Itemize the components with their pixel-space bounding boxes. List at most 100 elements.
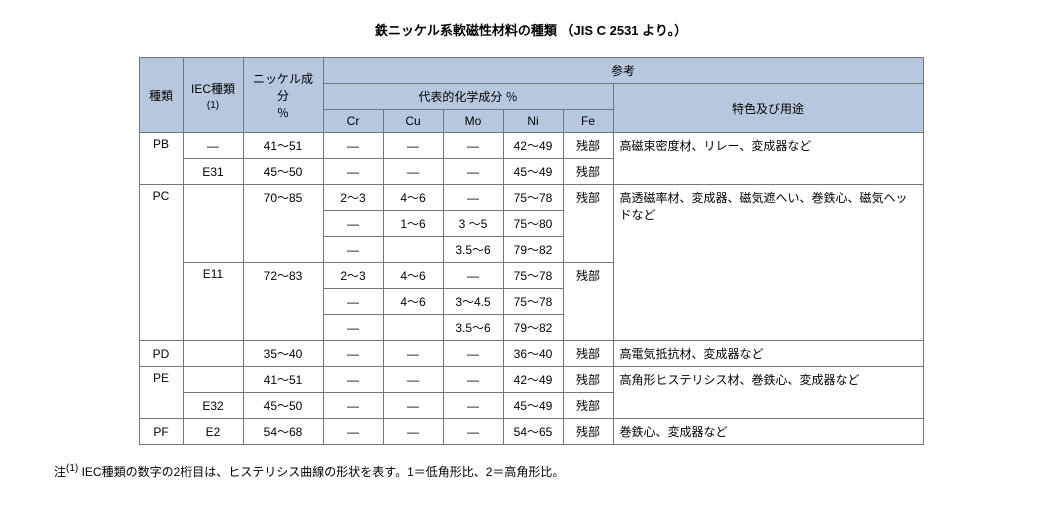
cell-mo: — bbox=[443, 341, 503, 367]
th-iec: IEC種類 (1) bbox=[183, 58, 243, 133]
cell-mo: — bbox=[443, 133, 503, 159]
table-row: PE41～51———42～49残部高角形ヒステリシス材、巻鉄心、変成器など bbox=[139, 367, 923, 393]
note-sup: (1) bbox=[66, 463, 78, 474]
cell-use: 巻鉄心、変成器など bbox=[613, 419, 923, 445]
table-body: PB—41～51———42～49残部高磁束密度材、リレー、変成器などE3145～… bbox=[139, 133, 923, 445]
cell-cu: — bbox=[383, 159, 443, 185]
cell-cu: — bbox=[383, 393, 443, 419]
cell-iec: E31 bbox=[183, 159, 243, 185]
cell-cr: — bbox=[323, 393, 383, 419]
cell-mo: — bbox=[443, 367, 503, 393]
cell-cu: 4～6 bbox=[383, 185, 443, 211]
cell-cu: — bbox=[383, 133, 443, 159]
th-cu: Cu bbox=[383, 110, 443, 133]
cell-ni: 45～49 bbox=[503, 159, 563, 185]
cell-mo: — bbox=[443, 419, 503, 445]
cell-ni: 79～82 bbox=[503, 237, 563, 263]
cell-cr: — bbox=[323, 159, 383, 185]
page-title: 鉄ニッケル系軟磁性材料の種類 （JIS C 2531 より。） bbox=[30, 20, 1032, 39]
table-row: PB—41～51———42～49残部高磁束密度材、リレー、変成器など bbox=[139, 133, 923, 159]
cell-ni: 75～78 bbox=[503, 289, 563, 315]
th-mo: Mo bbox=[443, 110, 503, 133]
cell-fe: 残部 bbox=[563, 133, 613, 159]
cell-type: PD bbox=[139, 341, 183, 367]
cell-ni: 36～40 bbox=[503, 341, 563, 367]
cell-cr: 2～3 bbox=[323, 263, 383, 289]
cell-mo: — bbox=[443, 159, 503, 185]
cell-use: 高電気抵抗材、変成器など bbox=[613, 341, 923, 367]
cell-cr: — bbox=[323, 237, 383, 263]
cell-mo: 3～4.5 bbox=[443, 289, 503, 315]
cell-iec bbox=[183, 185, 243, 263]
th-type: 種類 bbox=[139, 58, 183, 133]
cell-ni: 42～49 bbox=[503, 133, 563, 159]
cell-cr: — bbox=[323, 367, 383, 393]
cell-use: 高角形ヒステリシス材、巻鉄心、変成器など bbox=[613, 367, 923, 419]
cell-nipct: 54～68 bbox=[243, 419, 323, 445]
cell-cr: — bbox=[323, 419, 383, 445]
th-fe: Fe bbox=[563, 110, 613, 133]
note-label: 注 bbox=[54, 465, 66, 479]
cell-nipct: 45～50 bbox=[243, 393, 323, 419]
cell-fe: 残部 bbox=[563, 341, 613, 367]
cell-use: 高磁束密度材、リレー、変成器など bbox=[613, 133, 923, 185]
cell-fe: 残部 bbox=[563, 419, 613, 445]
cell-mo: — bbox=[443, 393, 503, 419]
table-header: 種類 IEC種類 (1) ニッケル成分 ％ 参考 代表的化学成分 ％ 特色及び用… bbox=[139, 58, 923, 133]
th-composition: 代表的化学成分 ％ bbox=[323, 84, 613, 110]
cell-cu: — bbox=[383, 419, 443, 445]
cell-ni: 54～65 bbox=[503, 419, 563, 445]
cell-type: PB bbox=[139, 133, 183, 185]
cell-ni: 79～82 bbox=[503, 315, 563, 341]
cell-mo: — bbox=[443, 263, 503, 289]
cell-ni: 75～78 bbox=[503, 263, 563, 289]
cell-iec bbox=[183, 341, 243, 367]
cell-nipct: 35～40 bbox=[243, 341, 323, 367]
table-row: PD35～40———36～40残部高電気抵抗材、変成器など bbox=[139, 341, 923, 367]
cell-mo: 3.5～6 bbox=[443, 237, 503, 263]
cell-iec: E11 bbox=[183, 263, 243, 341]
th-features: 特色及び用途 bbox=[613, 84, 923, 133]
table-row: PFE254～68———54～65残部巻鉄心、変成器など bbox=[139, 419, 923, 445]
cell-type: PC bbox=[139, 185, 183, 341]
cell-fe: 残部 bbox=[563, 367, 613, 393]
table-row: PC70～852～34～6—75～78残部高透磁率材、変成器、磁気遮へい、巻鉄心… bbox=[139, 185, 923, 211]
cell-cu: 4～6 bbox=[383, 263, 443, 289]
th-ni: Ni bbox=[503, 110, 563, 133]
cell-cr: — bbox=[323, 315, 383, 341]
cell-ni: 45～49 bbox=[503, 393, 563, 419]
cell-cu: — bbox=[383, 341, 443, 367]
th-nipct: ニッケル成分 ％ bbox=[243, 58, 323, 133]
cell-type: PF bbox=[139, 419, 183, 445]
cell-ni: 42～49 bbox=[503, 367, 563, 393]
cell-mo: 3 ～5 bbox=[443, 211, 503, 237]
cell-nipct: 41～51 bbox=[243, 133, 323, 159]
cell-cr: — bbox=[323, 289, 383, 315]
cell-iec: E2 bbox=[183, 419, 243, 445]
cell-cu: 1～6 bbox=[383, 211, 443, 237]
cell-mo: 3.5～6 bbox=[443, 315, 503, 341]
cell-cu: — bbox=[383, 367, 443, 393]
cell-nipct: 41～51 bbox=[243, 367, 323, 393]
cell-cu: 4～6 bbox=[383, 289, 443, 315]
th-cr: Cr bbox=[323, 110, 383, 133]
cell-cu bbox=[383, 237, 443, 263]
cell-nipct: 70～85 bbox=[243, 185, 323, 263]
cell-cr: — bbox=[323, 133, 383, 159]
cell-fe: 残部 bbox=[563, 393, 613, 419]
cell-iec: E32 bbox=[183, 393, 243, 419]
cell-nipct: 45～50 bbox=[243, 159, 323, 185]
th-reference: 参考 bbox=[323, 58, 923, 84]
cell-iec bbox=[183, 367, 243, 393]
cell-type: PE bbox=[139, 367, 183, 419]
cell-cr: — bbox=[323, 341, 383, 367]
cell-fe: 残部 bbox=[563, 263, 613, 341]
cell-use: 高透磁率材、変成器、磁気遮へい、巻鉄心、磁気ヘッドなど bbox=[613, 185, 923, 341]
cell-cu bbox=[383, 315, 443, 341]
cell-mo: — bbox=[443, 185, 503, 211]
cell-nipct: 72～83 bbox=[243, 263, 323, 341]
cell-ni: 75～80 bbox=[503, 211, 563, 237]
cell-cr: — bbox=[323, 211, 383, 237]
materials-table: 種類 IEC種類 (1) ニッケル成分 ％ 参考 代表的化学成分 ％ 特色及び用… bbox=[139, 57, 924, 445]
cell-fe: 残部 bbox=[563, 159, 613, 185]
